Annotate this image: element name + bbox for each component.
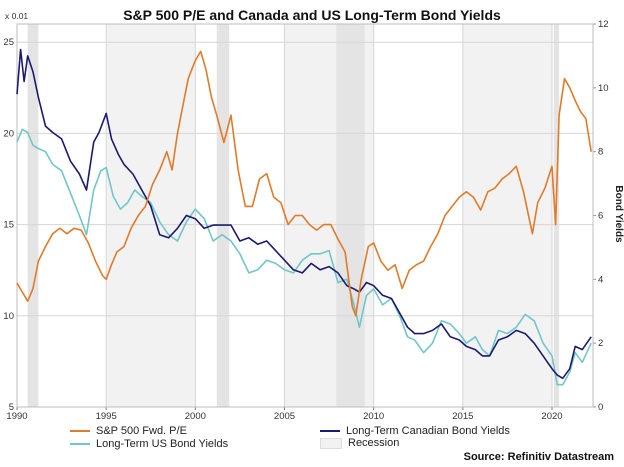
legend-item-recession: Recession: [320, 437, 399, 449]
shaded-band-2: [462, 24, 552, 407]
x-tick-label-6: 2020: [541, 411, 562, 422]
series-line-s-p-500-fwd-p-e: [16, 50, 592, 317]
left-axis-unit-label: x 0.01: [5, 11, 28, 21]
legend-swatch-us: [70, 443, 90, 445]
legend-swatch-sp500: [70, 430, 90, 432]
x-tick-label-0: 1990: [6, 411, 27, 422]
shaded-bands: [106, 24, 552, 407]
shaded-band-0: [106, 24, 196, 407]
left-tick-label-2: 15: [3, 220, 14, 231]
legend-swatch-canada: [320, 430, 340, 432]
x-tick-label-4: 2010: [363, 411, 384, 422]
legend-label-recession: Recession: [348, 437, 400, 449]
recession-band-1: [216, 24, 230, 407]
series-line-long-term-us-bond-yields: [16, 128, 592, 386]
left-tick-label-3: 10: [3, 311, 14, 322]
left-tick-label-0: 25: [3, 37, 14, 48]
right-axis-label: Bond Yields: [613, 185, 624, 243]
legend-label-us: Long-Term US Bond Yields: [96, 438, 229, 450]
legend-label-sp500: S&P 500 Fwd. P/E: [96, 425, 187, 437]
series-lines: [16, 48, 592, 386]
chart-title: S&P 500 P/E and Canada and US Long-Term …: [123, 7, 501, 23]
right-tick-label-0: 12: [598, 19, 609, 30]
left-tick-label-1: 20: [3, 128, 14, 139]
source-note: Source: Refinitiv Datastream: [463, 451, 614, 463]
right-tick-label-6: 0: [598, 402, 603, 413]
x-tick-label-5: 2015: [452, 411, 473, 422]
x-tick-label-3: 2005: [274, 411, 295, 422]
plot-frame: [16, 23, 594, 408]
right-tick-label-2: 8: [598, 147, 603, 158]
right-tick-label-4: 4: [598, 274, 603, 285]
right-tick-label-5: 2: [598, 338, 603, 349]
legend-item-canada: Long-Term Canadian Bond Yields: [320, 425, 510, 437]
plot-border: [16, 23, 594, 408]
x-tick-label-1: 1995: [96, 411, 117, 422]
x-tick-label-2: 2000: [185, 411, 206, 422]
legend-item-us: Long-Term US Bond Yields: [70, 438, 228, 450]
right-tick-label-1: 10: [598, 83, 609, 94]
left-tick-label-4: 5: [9, 402, 14, 413]
legend-label-canada: Long-Term Canadian Bond Yields: [346, 425, 510, 437]
legend-item-sp500: S&P 500 Fwd. P/E: [70, 425, 187, 437]
right-tick-label-3: 6: [598, 211, 603, 222]
series-line-long-term-canadian-bond-yields: [16, 48, 592, 380]
recession-band-2: [336, 24, 365, 407]
recession-band-0: [27, 24, 39, 407]
legend-swatch-recession: [320, 437, 342, 449]
